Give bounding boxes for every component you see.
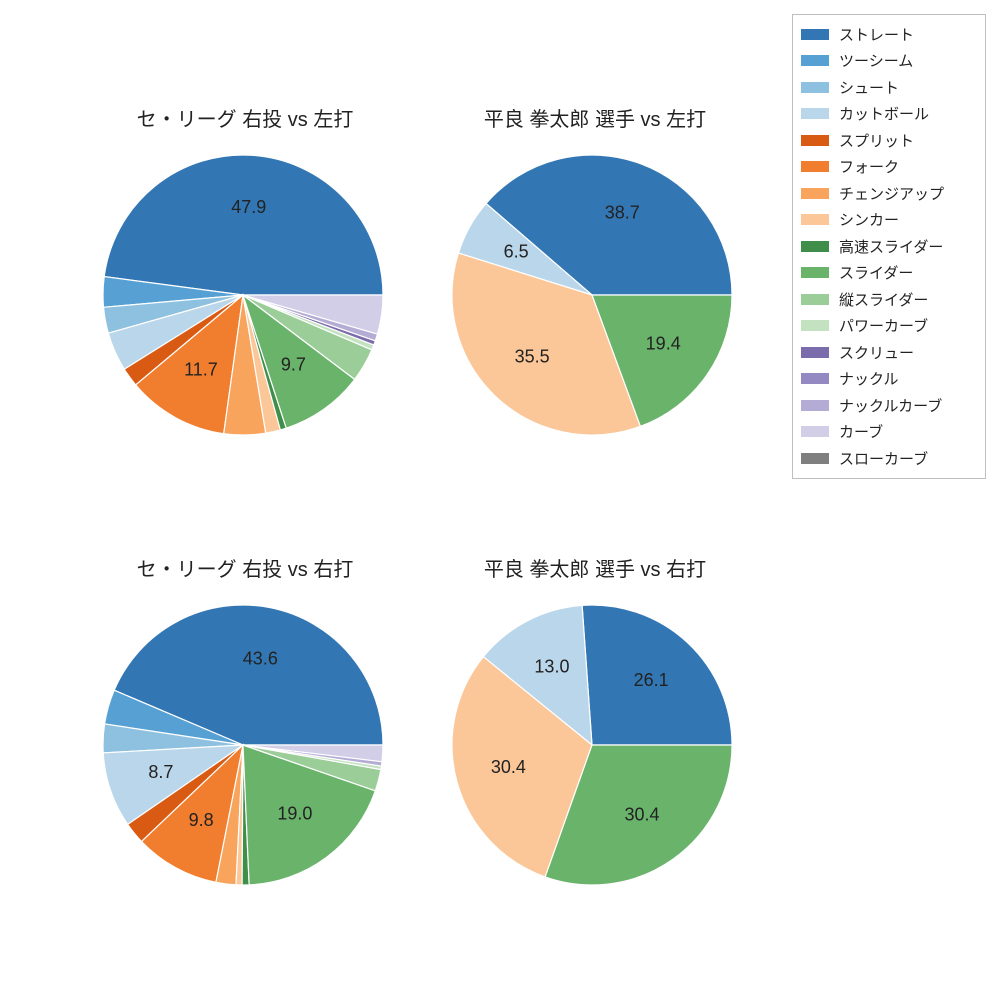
- legend-swatch: [801, 82, 829, 93]
- legend-swatch: [801, 55, 829, 66]
- legend-swatch: [801, 214, 829, 225]
- legend-swatch: [801, 400, 829, 411]
- legend-label: スローカーブ: [839, 448, 928, 469]
- legend-label: シュート: [839, 77, 899, 98]
- legend-item: シンカー: [801, 207, 977, 234]
- legend-item: スプリット: [801, 127, 977, 154]
- legend-item: カーブ: [801, 419, 977, 446]
- pie-slice-label: 38.7: [605, 202, 640, 222]
- pie-slice-label: 43.6: [243, 649, 278, 669]
- figure: セ・リーグ 右投 vs 左打 平良 拳太郎 選手 vs 左打 セ・リーグ 右投 …: [0, 0, 1000, 1000]
- legend-label: 高速スライダー: [839, 236, 943, 257]
- legend-label: 縦スライダー: [839, 289, 928, 310]
- legend-item: スライダー: [801, 260, 977, 287]
- legend-item: スクリュー: [801, 339, 977, 366]
- pie-slice-label: 26.1: [634, 670, 669, 690]
- pie-slice-label: 30.4: [491, 757, 526, 777]
- pie-slice-label: 11.7: [184, 360, 218, 380]
- pie-slice: [104, 155, 383, 295]
- pie-top-left: 47.9 11.7 9.7: [103, 155, 383, 435]
- pie-slice-label: 13.0: [534, 657, 569, 677]
- legend: ストレートツーシームシュートカットボールスプリットフォークチェンジアップシンカー…: [792, 14, 986, 479]
- pie-slice-label: 9.8: [189, 810, 214, 830]
- pie-slice-label: 9.7: [281, 354, 306, 374]
- legend-item: 高速スライダー: [801, 233, 977, 260]
- legend-label: スライダー: [839, 262, 913, 283]
- legend-item: 縦スライダー: [801, 286, 977, 313]
- legend-label: スクリュー: [839, 342, 914, 363]
- legend-label: ツーシーム: [839, 50, 913, 71]
- legend-swatch: [801, 373, 829, 384]
- legend-swatch: [801, 426, 829, 437]
- pie-slice-label: 6.5: [504, 241, 529, 261]
- legend-swatch: [801, 135, 829, 146]
- legend-swatch: [801, 347, 829, 358]
- legend-item: カットボール: [801, 101, 977, 128]
- legend-swatch: [801, 320, 829, 331]
- legend-swatch: [801, 29, 829, 40]
- legend-label: チェンジアップ: [839, 183, 944, 204]
- legend-label: カットボール: [839, 103, 929, 124]
- legend-label: スプリット: [839, 130, 914, 151]
- legend-swatch: [801, 294, 829, 305]
- pie-slice-label: 47.9: [231, 197, 266, 217]
- pie-slice-label: 30.4: [625, 805, 660, 825]
- legend-label: パワーカーブ: [839, 315, 928, 336]
- legend-item: フォーク: [801, 154, 977, 181]
- legend-item: パワーカーブ: [801, 313, 977, 340]
- pie-slice-label: 8.7: [148, 762, 173, 782]
- legend-swatch: [801, 108, 829, 119]
- legend-label: ナックルカーブ: [839, 395, 942, 416]
- legend-item: ツーシーム: [801, 48, 977, 75]
- pie-slice-label: 35.5: [515, 347, 550, 367]
- legend-swatch: [801, 453, 829, 464]
- legend-swatch: [801, 267, 829, 278]
- legend-label: ストレート: [839, 24, 914, 45]
- legend-item: スローカーブ: [801, 445, 977, 472]
- legend-label: フォーク: [839, 156, 899, 177]
- legend-label: シンカー: [839, 209, 899, 230]
- pie-top-right: 38.7 6.5 35.5 19.4: [452, 155, 732, 435]
- legend-item: ストレート: [801, 21, 977, 48]
- pie-bottom-left: 43.6 8.7 9.8 19.0: [103, 605, 383, 885]
- pie-slice-label: 19.0: [277, 803, 312, 823]
- legend-item: シュート: [801, 74, 977, 101]
- legend-label: カーブ: [839, 421, 883, 442]
- legend-item: ナックル: [801, 366, 977, 393]
- legend-swatch: [801, 161, 829, 172]
- pie-bottom-right: 26.1 13.0 30.4 30.4: [452, 605, 732, 885]
- legend-swatch: [801, 188, 829, 199]
- legend-label: ナックル: [839, 368, 899, 389]
- legend-item: ナックルカーブ: [801, 392, 977, 419]
- pie-slice-label: 19.4: [646, 333, 681, 353]
- legend-swatch: [801, 241, 829, 252]
- legend-item: チェンジアップ: [801, 180, 977, 207]
